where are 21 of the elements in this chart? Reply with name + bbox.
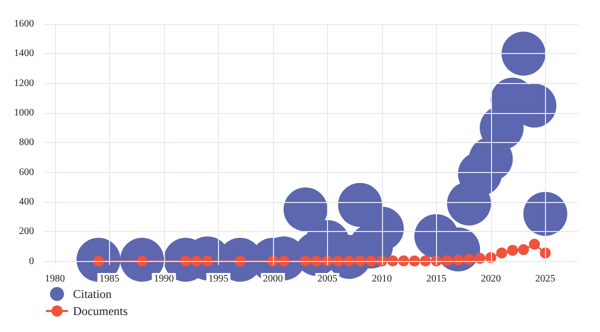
legend-label: Documents [73,304,128,318]
y-tick-label: 1600 [14,18,34,30]
x-tick-label: 1980 [44,274,65,284]
y-tick-label: 1200 [14,78,34,89]
x-tick-label: 2015 [426,274,446,284]
x-tick-label: 2000 [262,274,283,284]
y-tick-label: 400 [19,196,34,208]
x-tick-label: 2025 [535,274,556,284]
y-tick-label: 600 [19,166,34,178]
y-tick-label: 200 [19,226,34,238]
x-tick-label: 1990 [154,274,174,284]
y-tick-label: 1000 [14,107,34,118]
legend-label: Citation [73,287,112,301]
x-tick-label: 2010 [372,274,392,284]
x-tick-label: 1995 [208,274,228,284]
y-tick-label: 1400 [14,48,34,60]
x-tick-label: 1985 [99,274,120,284]
x-tick-label: 2005 [317,274,338,284]
x-tick-label: 2020 [480,274,501,284]
y-tick-label: 800 [19,137,34,148]
y-tick-label: 0 [29,256,34,267]
